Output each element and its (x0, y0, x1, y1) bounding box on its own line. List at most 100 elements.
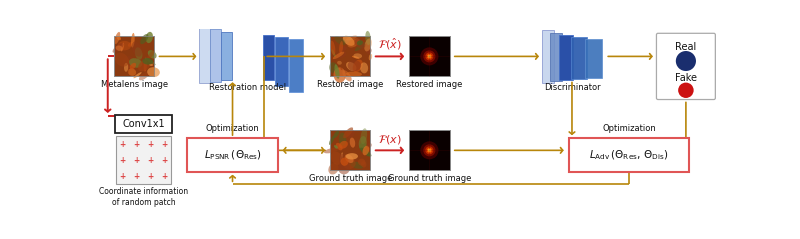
Text: +: + (147, 140, 154, 149)
Ellipse shape (343, 159, 356, 169)
Ellipse shape (118, 41, 131, 50)
Ellipse shape (330, 41, 335, 55)
Bar (542, 30, 554, 83)
Ellipse shape (340, 46, 346, 51)
Ellipse shape (142, 58, 153, 65)
Ellipse shape (114, 53, 129, 67)
Ellipse shape (354, 53, 362, 59)
Ellipse shape (113, 43, 123, 53)
Text: +: + (134, 172, 139, 181)
Ellipse shape (347, 130, 354, 138)
Ellipse shape (423, 50, 435, 62)
Bar (585, 39, 602, 78)
Ellipse shape (339, 41, 343, 54)
Ellipse shape (358, 159, 366, 166)
Ellipse shape (134, 72, 142, 78)
Ellipse shape (144, 58, 147, 72)
Bar (571, 37, 586, 79)
Ellipse shape (428, 149, 430, 152)
Ellipse shape (150, 64, 153, 66)
Text: Ground truth image: Ground truth image (309, 174, 392, 183)
Ellipse shape (420, 141, 438, 159)
Ellipse shape (129, 58, 142, 68)
Ellipse shape (130, 63, 132, 68)
Ellipse shape (362, 146, 370, 155)
Bar (569, 138, 689, 172)
Ellipse shape (364, 38, 372, 51)
Ellipse shape (361, 128, 367, 144)
Bar (330, 36, 370, 76)
Bar (275, 37, 287, 86)
Text: $L_{\rm PSNR}\,(\Theta_{\rm Res})$: $L_{\rm PSNR}\,(\Theta_{\rm Res})$ (203, 148, 262, 162)
Ellipse shape (420, 47, 438, 65)
Ellipse shape (428, 55, 430, 58)
Bar (410, 130, 450, 170)
Bar (210, 29, 221, 82)
Ellipse shape (331, 152, 342, 165)
FancyBboxPatch shape (114, 115, 172, 133)
Ellipse shape (349, 155, 355, 163)
Bar (199, 27, 210, 83)
Ellipse shape (354, 39, 366, 49)
Ellipse shape (427, 54, 432, 59)
Ellipse shape (341, 158, 349, 166)
Text: +: + (119, 156, 126, 165)
Ellipse shape (329, 62, 338, 73)
Bar (410, 36, 450, 76)
Ellipse shape (127, 59, 130, 74)
Ellipse shape (362, 148, 366, 156)
Ellipse shape (334, 145, 338, 149)
Text: +: + (147, 156, 154, 165)
Circle shape (678, 83, 694, 98)
Ellipse shape (334, 36, 346, 45)
Ellipse shape (366, 47, 371, 54)
Text: Restored image: Restored image (317, 80, 383, 89)
Ellipse shape (138, 59, 150, 71)
Text: Coordinate information
of random patch: Coordinate information of random patch (99, 187, 188, 207)
Ellipse shape (426, 146, 434, 154)
Bar (410, 36, 450, 76)
Ellipse shape (354, 42, 366, 51)
Ellipse shape (357, 40, 363, 45)
Bar (115, 136, 171, 184)
Bar (114, 36, 154, 76)
Ellipse shape (146, 32, 153, 43)
Text: +: + (161, 140, 167, 149)
Ellipse shape (423, 144, 435, 156)
Ellipse shape (338, 162, 350, 174)
Ellipse shape (145, 58, 156, 65)
Text: +: + (147, 172, 154, 181)
Ellipse shape (369, 54, 372, 60)
Ellipse shape (147, 50, 154, 60)
Text: +: + (161, 172, 167, 181)
Ellipse shape (324, 148, 338, 153)
Ellipse shape (346, 62, 356, 71)
Ellipse shape (135, 47, 142, 60)
Ellipse shape (333, 52, 344, 59)
Ellipse shape (352, 56, 359, 59)
Ellipse shape (339, 154, 345, 164)
FancyBboxPatch shape (657, 33, 715, 99)
Ellipse shape (339, 141, 348, 149)
Ellipse shape (139, 72, 150, 80)
Ellipse shape (131, 33, 134, 48)
Circle shape (676, 51, 696, 71)
Ellipse shape (334, 64, 339, 79)
Bar (330, 36, 370, 76)
Text: Optimization: Optimization (206, 125, 259, 133)
Text: Real: Real (675, 42, 697, 52)
Bar (558, 35, 573, 80)
Text: +: + (134, 156, 139, 165)
Text: Optimization: Optimization (602, 125, 656, 133)
Ellipse shape (340, 152, 343, 163)
Ellipse shape (353, 60, 363, 72)
Text: Metalens image: Metalens image (101, 80, 168, 89)
Text: Conv1x1: Conv1x1 (122, 119, 165, 129)
Text: +: + (119, 172, 126, 181)
Ellipse shape (114, 32, 120, 44)
Ellipse shape (342, 70, 352, 81)
Bar (114, 36, 154, 76)
Bar (221, 32, 232, 80)
Text: +: + (161, 156, 167, 165)
Ellipse shape (140, 34, 148, 44)
